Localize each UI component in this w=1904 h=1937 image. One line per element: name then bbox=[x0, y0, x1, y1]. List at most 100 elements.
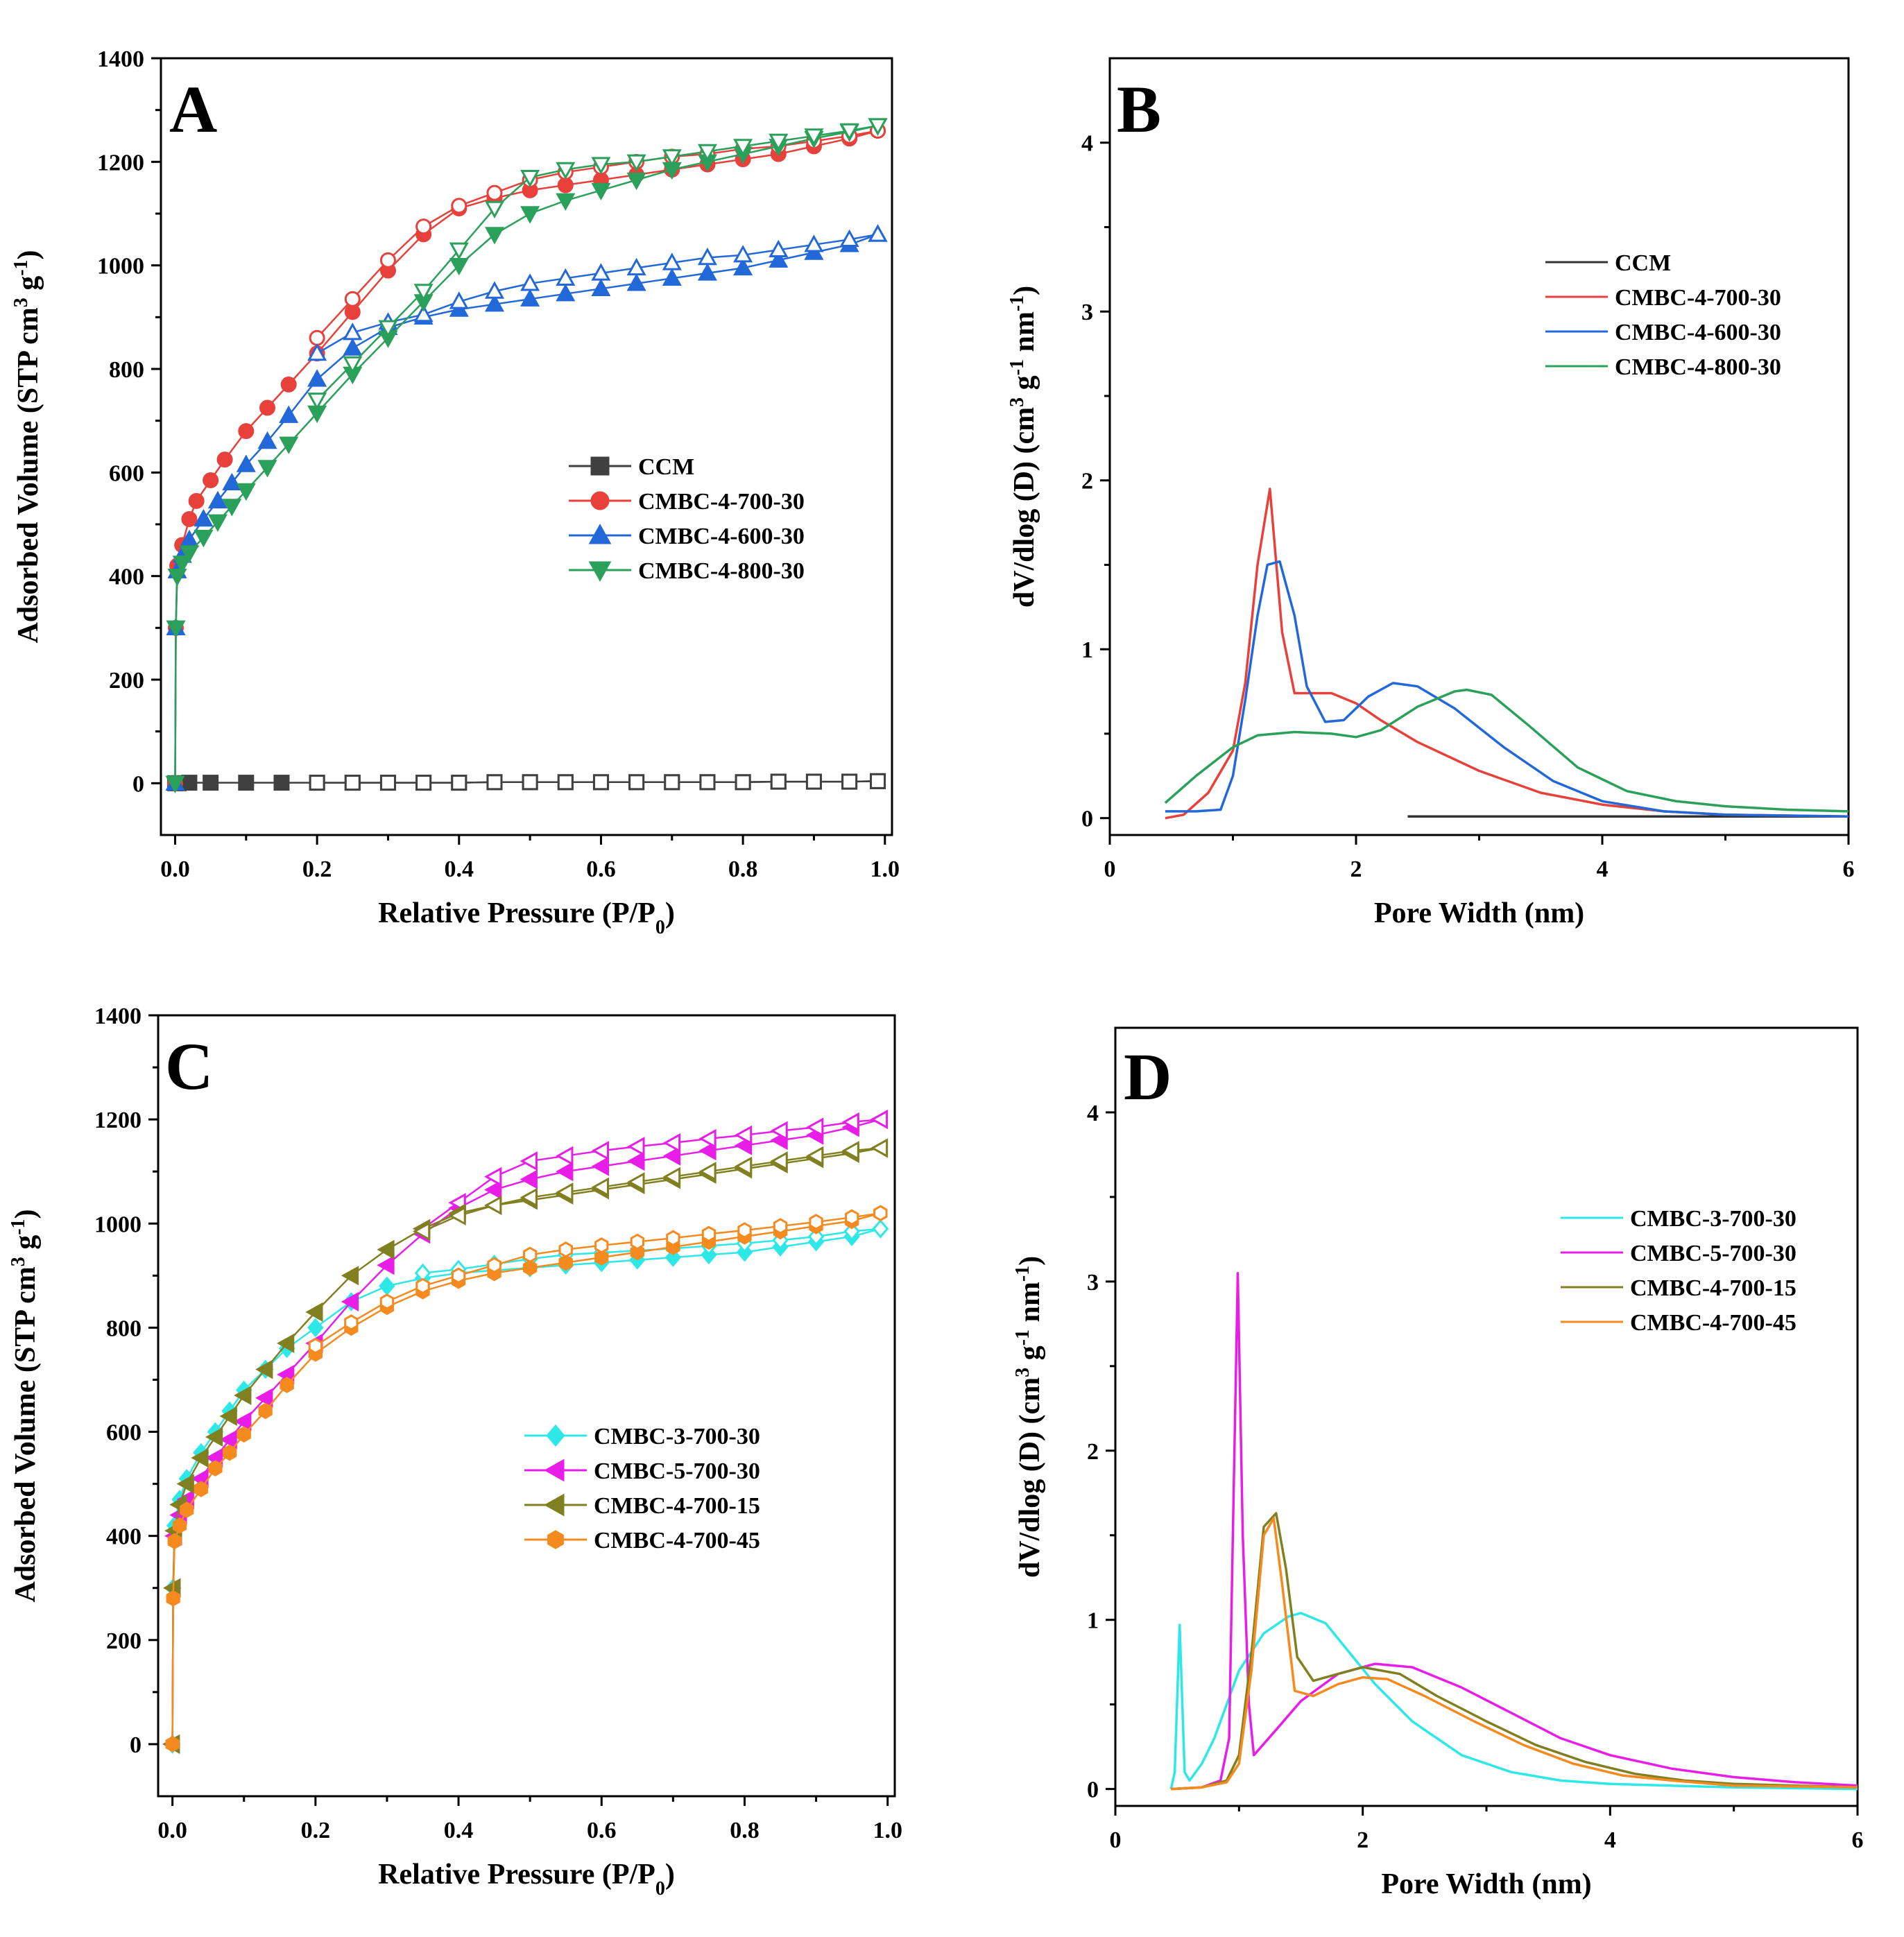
panel-d-y-tick-label: 3 bbox=[1087, 1270, 1099, 1295]
panel-c-series-cmbc-4-700-15-adsorption-point bbox=[305, 1302, 323, 1322]
panel-d-y-tick-label: 0 bbox=[1087, 1777, 1099, 1803]
panel-c-y-tick-label: 1200 bbox=[94, 1108, 141, 1133]
panel-d-series-cmbc-5-700-30-line bbox=[1171, 1271, 1858, 1791]
panel-a-series-cmbc-4-800-30-desorption-point bbox=[868, 118, 888, 136]
panel-a-series-cmbc-4-700-30-adsorption-point bbox=[238, 423, 255, 440]
panel-c-series-cmbc-4-700-15-desorption-point bbox=[520, 1187, 538, 1207]
panel-a-series-cmbc-4-600-30-desorption-point bbox=[839, 229, 859, 247]
panel-a-letter: A bbox=[169, 72, 217, 146]
panel-c-x-tick-label: 0.2 bbox=[301, 1818, 331, 1843]
panel-c-series-cmbc-4-700-45-desorption-point bbox=[558, 1241, 573, 1258]
panel-a-series-ccm-desorption-point bbox=[870, 773, 886, 789]
panel-c-series-cmbc-4-700-15-desorption-point bbox=[412, 1221, 431, 1241]
panel-a-y-axis-title: Adsorbed Volume (STP cm3 g-1) bbox=[10, 250, 45, 643]
panel-a-series-cmbc-4-700-30-adsorption-point bbox=[188, 492, 205, 509]
panel-b-x-tick-label: 4 bbox=[1597, 856, 1609, 882]
panel-a-series-cmbc-4-600-30-adsorption-point bbox=[257, 431, 277, 449]
panel-a-legend-label: CMBC-4-600-30 bbox=[638, 524, 805, 549]
panel-c-series-cmbc-3-700-30-adsorption-point bbox=[307, 1318, 324, 1338]
panel-a-series-cmbc-4-800-30-adsorption-point bbox=[166, 620, 186, 638]
panel-a-series-cmbc-4-600-30-desorption-point bbox=[769, 239, 789, 257]
panel-a-series-cmbc-4-600-30-desorption-point bbox=[449, 291, 469, 309]
panel-a-series-ccm-adsorption-point bbox=[238, 775, 255, 791]
panel-a-series-cmbc-4-800-30-adsorption-point bbox=[257, 460, 277, 478]
panel-a-series-cmbc-4-700-30-adsorption-line bbox=[174, 130, 878, 784]
panel-c-series-cmbc-4-700-15-desorption-point bbox=[734, 1156, 753, 1176]
panel-a-series-cmbc-4-800-30-desorption-point bbox=[378, 320, 398, 338]
panel-c-series-cmbc-5-700-30-desorption-point bbox=[627, 1137, 645, 1157]
panel-a-series-cmbc-4-800-30-adsorption-point bbox=[236, 483, 256, 501]
panel-a-y-tick-label: 400 bbox=[109, 565, 144, 590]
panel-a-series-ccm-desorption-point bbox=[628, 774, 645, 791]
panel-b-series-cmbc-4-600-30-line bbox=[1165, 560, 1849, 818]
panel-c-series-cmbc-4-700-15-desorption-point bbox=[448, 1205, 466, 1226]
panel-c-series-cmbc-4-700-15-desorption-point bbox=[556, 1182, 574, 1203]
panel-a-legend-marker bbox=[588, 524, 612, 544]
panel-a-series-ccm-desorption-point bbox=[379, 775, 396, 791]
panel-a-x-tick-label: 0.0 bbox=[160, 856, 190, 882]
panel-a-legend-label: CMBC-4-700-30 bbox=[638, 489, 805, 515]
panel-c-series-cmbc-4-700-45-adsorption-point bbox=[208, 1460, 223, 1477]
panel-c-series-cmbc-4-700-45-desorption-point bbox=[344, 1314, 359, 1331]
panel-c-series-cmbc-4-700-45-desorption-point bbox=[845, 1209, 859, 1226]
panel-a-series-cmbc-4-600-30-adsorption-point bbox=[279, 405, 299, 423]
panel-a-series-cmbc-4-700-30-adsorption-point bbox=[259, 399, 275, 416]
panel-d-series-cmbc-3-700-30-line bbox=[1169, 1612, 1858, 1791]
panel-a-series-ccm-desorption-point bbox=[522, 774, 538, 791]
panel-d-x-tick-label: 4 bbox=[1604, 1827, 1616, 1853]
panel-c-series-cmbc-5-700-30-adsorption-line bbox=[171, 1118, 881, 1744]
panel-c-legend-marker bbox=[544, 1458, 565, 1482]
panel-a-series-cmbc-4-600-30-adsorption-point bbox=[769, 250, 789, 268]
panel-a-series-cmbc-4-700-30-desorption-point bbox=[379, 252, 396, 268]
panel-a-series-ccm-adsorption-point bbox=[203, 775, 219, 791]
panel-c-series-cmbc-4-700-45-adsorption-point bbox=[630, 1243, 644, 1261]
panel-a-series-cmbc-4-800-30-adsorption-point bbox=[556, 193, 576, 211]
panel-c-series-cmbc-5-700-30-adsorption-point bbox=[591, 1156, 609, 1176]
panel-a-series-cmbc-4-600-30-adsorption-point bbox=[520, 289, 540, 307]
panel-a-series-cmbc-4-600-30-adsorption-point bbox=[343, 338, 363, 356]
panel-a-series-cmbc-4-600-30-adsorption-point bbox=[307, 369, 327, 387]
panel-a-series-cmbc-4-700-30-adsorption-point bbox=[203, 472, 219, 489]
panel-a-legend-marker bbox=[590, 491, 610, 510]
panel-a-series-cmbc-4-600-30-desorption-point bbox=[591, 263, 611, 281]
panel-b-legend-label: CMBC-4-800-30 bbox=[1615, 354, 1781, 380]
panel-c-series-cmbc-5-700-30-desorption-point bbox=[870, 1110, 889, 1130]
panel-a-series-cmbc-4-600-30-adsorption-point bbox=[697, 263, 717, 281]
panel-c-series-cmbc-4-700-45-desorption-point bbox=[630, 1233, 644, 1250]
panel-a-series-cmbc-4-800-30-adsorption-point bbox=[207, 514, 228, 532]
panel-a-series-cmbc-4-600-30-adsorption-point bbox=[194, 508, 214, 527]
panel-d-y-axis-title: dV/dlog (D) (cm3 g-1 nm-1) bbox=[1012, 1256, 1047, 1578]
panel-a-series-cmbc-4-600-30-adsorption-point bbox=[662, 268, 682, 286]
panel-a-series-ccm-desorption-point bbox=[592, 774, 609, 791]
panel-d-y-tick-label: 4 bbox=[1087, 1101, 1099, 1126]
panel-a-y-tick-label: 600 bbox=[109, 460, 144, 486]
panel-c-series-cmbc-4-700-45-desorption-point bbox=[737, 1222, 752, 1239]
panel-a-series-ccm-adsorption-point bbox=[181, 775, 198, 791]
panel-a-series-cmbc-4-600-30-desorption-point bbox=[697, 247, 717, 266]
panel-c-series-cmbc-4-700-15-desorption-point bbox=[770, 1151, 788, 1171]
panel-b-x-axis-title: Pore Width (nm) bbox=[1374, 897, 1584, 929]
panel-c-series-cmbc-4-700-15-adsorption-line bbox=[171, 1147, 881, 1744]
panel-a-series-ccm-desorption-point bbox=[805, 773, 822, 790]
panel-a-series-cmbc-4-600-30-desorption-point bbox=[556, 268, 576, 286]
panel-c-series-cmbc-4-700-15-adsorption-point bbox=[191, 1448, 209, 1468]
panel-c-series-cmbc-4-700-15-desorption-point bbox=[841, 1141, 859, 1161]
panel-a-series-cmbc-4-800-30-desorption-point bbox=[697, 144, 717, 162]
panel-c-series-cmbc-4-700-45-desorption-point bbox=[415, 1277, 430, 1295]
panel-a-series-cmbc-4-800-30-desorption-point bbox=[556, 162, 576, 180]
panel-c-series-cmbc-4-700-45-adsorption-point bbox=[165, 1736, 180, 1753]
panel-c-series-cmbc-4-700-45-adsorption-point bbox=[237, 1426, 251, 1443]
panel-c-series-cmbc-4-700-15-desorption-point bbox=[698, 1162, 717, 1182]
panel-a-series-cmbc-4-800-30-adsorption-line bbox=[174, 124, 878, 784]
panel-c-series-cmbc-4-700-15-desorption-point bbox=[806, 1146, 824, 1166]
panel-b-y-tick-label: 4 bbox=[1081, 131, 1093, 157]
panel-c-series-cmbc-4-700-15-adsorption-point bbox=[219, 1406, 237, 1427]
panel-d-y-tick-label: 1 bbox=[1087, 1608, 1099, 1634]
panel-c-series-cmbc-3-700-30-desorption-point bbox=[807, 1227, 825, 1246]
panel-a-x-tick-label: 1.0 bbox=[870, 856, 900, 882]
panel-c-series-cmbc-4-700-45-adsorption-point bbox=[172, 1517, 187, 1534]
panel-c-series-cmbc-4-700-45-desorption-point bbox=[594, 1237, 609, 1254]
panel-c-series-cmbc-4-700-45-desorption-point bbox=[379, 1293, 395, 1310]
panel-c-series-cmbc-4-700-45-adsorption-line bbox=[171, 1212, 881, 1744]
panel-a-series-cmbc-4-600-30-desorption-point bbox=[343, 322, 363, 341]
